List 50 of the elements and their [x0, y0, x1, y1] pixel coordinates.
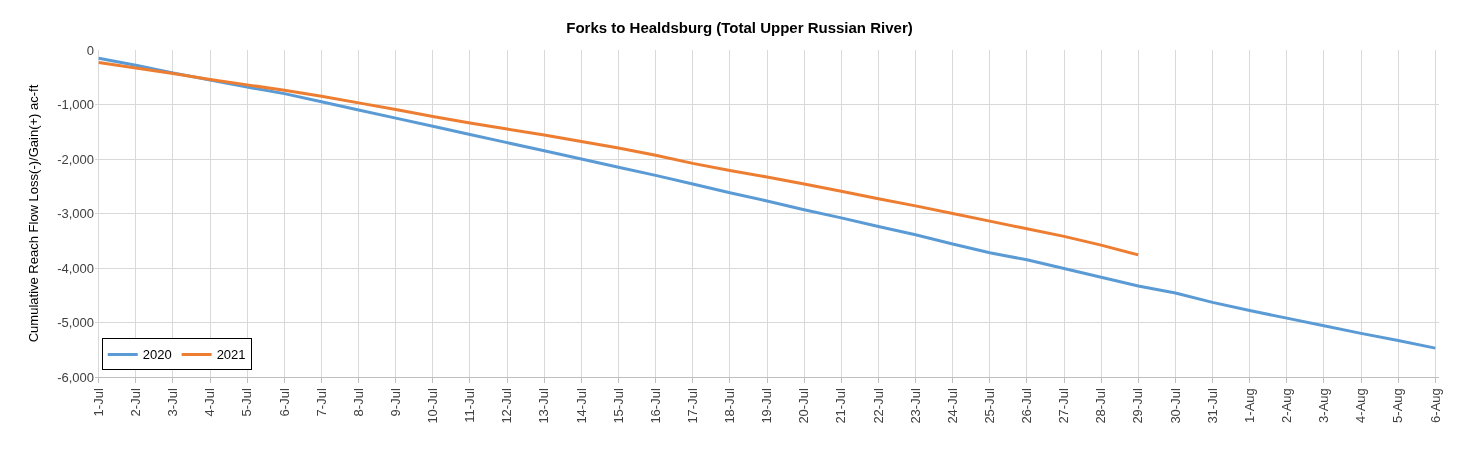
line-series [97, 56, 1437, 350]
x-tick-label: 9-Jul [387, 388, 403, 417]
x-tick-label: 13-Jul [536, 388, 552, 424]
x-tick-label: 17-Jul [684, 388, 700, 424]
x-tick-label: 6-Jul [276, 388, 292, 417]
x-tick-label: 3-Jul [165, 388, 181, 417]
x-tick-label: 1-Jul [90, 388, 106, 417]
x-tick-label: 12-Jul [499, 388, 515, 424]
x-tick-label: 4-Aug [1353, 388, 1369, 423]
y-tick-label: -5,000 [57, 315, 94, 331]
x-tick-label: 21-Jul [833, 388, 849, 424]
x-tick-label: 19-Jul [759, 388, 775, 424]
y-tick-label: -2,000 [57, 151, 94, 167]
x-tick-label: 18-Jul [722, 388, 738, 424]
line-series [97, 61, 1140, 257]
x-tick-label: 6-Aug [1427, 388, 1443, 423]
x-tick-label: 3-Aug [1316, 388, 1332, 423]
x-tick-label: 23-Jul [907, 388, 923, 424]
y-tick-label: -6,000 [57, 369, 94, 385]
x-tick-label: 16-Jul [647, 388, 663, 424]
x-tick-label: 28-Jul [1093, 388, 1109, 424]
x-tick-label: 8-Jul [350, 388, 366, 417]
x-tick-label: 2-Jul [128, 388, 144, 417]
x-tick-label: 14-Jul [573, 388, 589, 424]
y-axis-title: Cumulative Reach Flow Loss(-)/Gain(+) ac-ft [26, 84, 42, 343]
y-tick-label: -4,000 [57, 260, 94, 276]
x-tick-label: 31-Jul [1204, 388, 1220, 424]
x-tick-label: 15-Jul [610, 388, 626, 424]
x-tick-label: 2-Aug [1279, 388, 1295, 423]
x-tick-label: 5-Jul [239, 388, 255, 417]
x-tick-label: 20-Jul [796, 388, 812, 424]
x-tick-label: 11-Jul [462, 388, 478, 423]
legend-label: 2021 [216, 347, 246, 363]
x-tick-label: 22-Jul [870, 388, 886, 424]
legend-label: 2020 [142, 347, 172, 363]
x-tick-label: 1-Aug [1241, 388, 1257, 423]
x-tick-label: 7-Jul [313, 388, 329, 417]
x-tick-label: 27-Jul [1056, 388, 1072, 424]
x-tick-label: 30-Jul [1167, 388, 1183, 424]
chart-title: Forks to Healdsburg (Total Upper Russian River) [566, 19, 913, 37]
x-tick-label: 25-Jul [981, 388, 997, 424]
y-tick-label: -1,000 [57, 97, 94, 113]
x-tick-label: 29-Jul [1130, 388, 1146, 424]
x-tick-label: 5-Aug [1390, 388, 1406, 423]
x-tick-label: 4-Jul [202, 388, 218, 417]
x-tick-label: 24-Jul [944, 388, 960, 424]
x-tick-label: 10-Jul [425, 388, 441, 424]
x-tick-label: 26-Jul [1019, 388, 1035, 424]
y-tick-label: -3,000 [57, 206, 94, 222]
y-tick-label: 0 [86, 42, 94, 58]
